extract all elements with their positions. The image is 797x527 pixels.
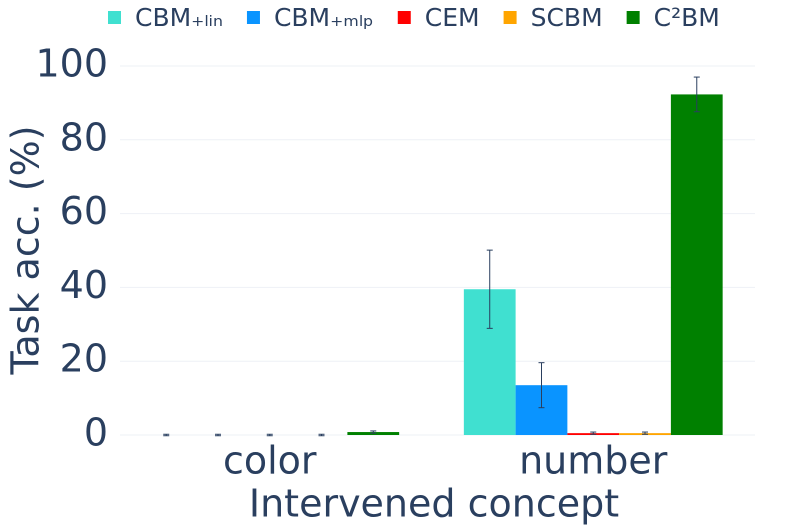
legend-swatch bbox=[626, 11, 640, 24]
y-tick-label: 0 bbox=[84, 411, 108, 455]
legend-label: CEM bbox=[425, 3, 480, 32]
legend-label: CBM₊ₗᵢₙ bbox=[135, 3, 223, 32]
legend-swatch bbox=[503, 11, 517, 24]
legend-label: C²BM bbox=[654, 3, 720, 32]
y-tick-label: 80 bbox=[60, 115, 108, 159]
legend-label: SCBM bbox=[531, 3, 603, 32]
y-tick-label: 100 bbox=[35, 42, 108, 86]
bar bbox=[670, 94, 723, 436]
legend-swatch bbox=[108, 11, 121, 24]
legend-swatch bbox=[397, 11, 411, 24]
x-tick-label: number bbox=[519, 439, 668, 483]
y-tick-label: 40 bbox=[60, 263, 108, 307]
x-tick-label: color bbox=[223, 439, 317, 483]
legend-swatch bbox=[246, 11, 260, 24]
legend-label: CBM₊ₘₗₚ bbox=[274, 3, 374, 32]
x-axis-title: Intervened concept bbox=[249, 482, 619, 526]
y-axis-title: Task acc. (%) bbox=[4, 125, 48, 375]
y-tick-label: 60 bbox=[60, 189, 108, 233]
y-tick-label: 20 bbox=[60, 337, 108, 381]
